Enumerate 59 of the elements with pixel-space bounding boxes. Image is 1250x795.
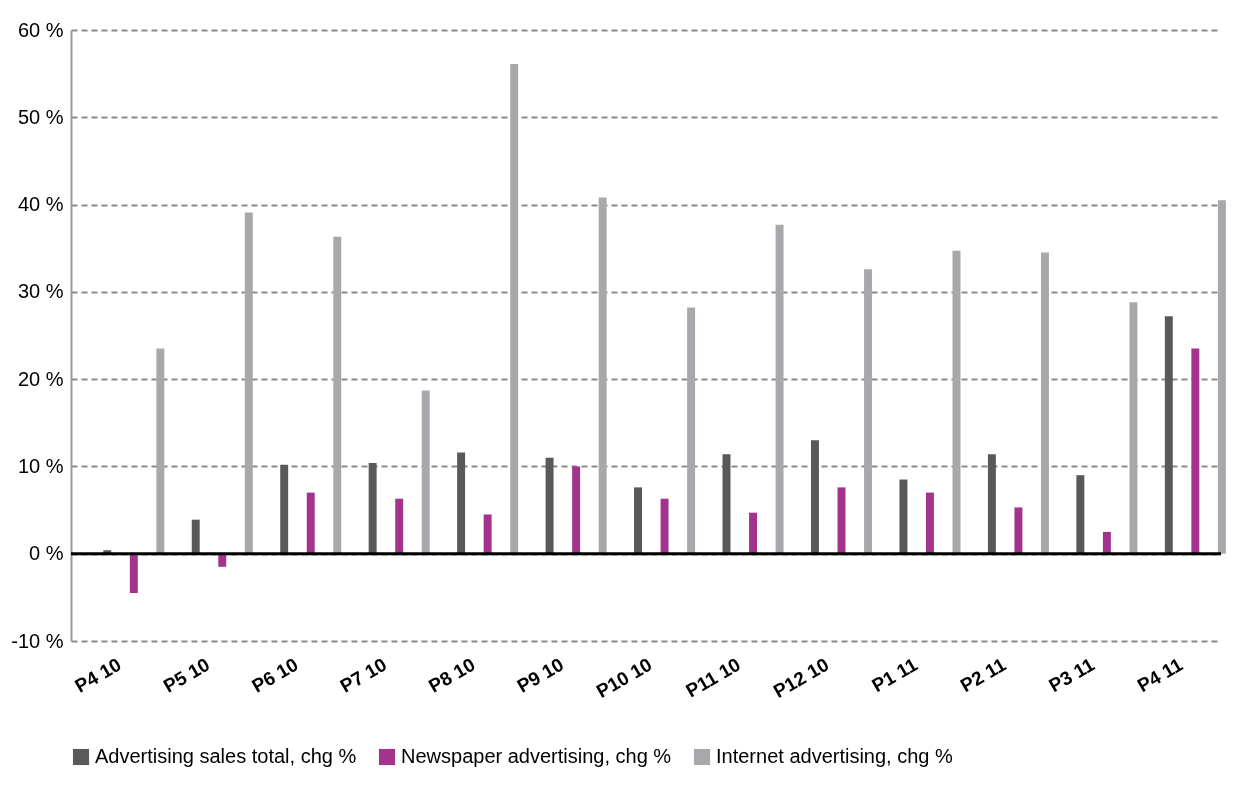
y-tick-label: 30 % bbox=[17, 280, 64, 303]
bar bbox=[483, 514, 492, 554]
x-tick-label: P4 10 bbox=[71, 653, 125, 697]
bar bbox=[634, 487, 643, 554]
bar bbox=[244, 212, 253, 554]
bar bbox=[218, 553, 227, 567]
bar bbox=[280, 464, 289, 554]
x-tick-label: P10 10 bbox=[592, 653, 656, 703]
bar bbox=[129, 553, 138, 593]
x-tick-label: P3 11 bbox=[1045, 653, 1099, 697]
bar bbox=[510, 64, 519, 554]
y-tick-label: 50 % bbox=[17, 105, 64, 128]
legend-label: Newspaper advertising, chg % bbox=[401, 745, 672, 767]
bar bbox=[1164, 316, 1173, 554]
bar bbox=[1014, 507, 1023, 554]
x-tick-label: P9 10 bbox=[513, 653, 568, 697]
bar bbox=[545, 457, 554, 554]
x-tick-label: P5 10 bbox=[159, 653, 214, 697]
bar bbox=[749, 512, 758, 554]
bar bbox=[810, 440, 819, 554]
bar bbox=[1102, 531, 1111, 554]
bar bbox=[598, 197, 607, 554]
bar bbox=[1191, 348, 1200, 554]
bar bbox=[864, 269, 873, 554]
x-tick-label: P7 10 bbox=[336, 653, 391, 697]
bar bbox=[572, 466, 581, 554]
bar bbox=[1217, 200, 1226, 554]
bar bbox=[156, 348, 165, 554]
x-tick-label: P4 11 bbox=[1133, 653, 1187, 697]
y-tick-label: 40 % bbox=[17, 193, 64, 216]
bar bbox=[775, 224, 784, 554]
x-tick-label: P12 10 bbox=[769, 653, 833, 703]
x-tick-label: P1 11 bbox=[868, 653, 922, 697]
bar bbox=[987, 454, 996, 554]
y-tick-label: 10 % bbox=[17, 454, 64, 477]
y-tick-label: -10 % bbox=[11, 629, 64, 652]
bar bbox=[1076, 475, 1085, 554]
x-tick-label: P6 10 bbox=[248, 653, 302, 697]
legend-label: Advertising sales total, chg % bbox=[95, 745, 357, 767]
x-tick-label: P8 10 bbox=[425, 653, 479, 697]
bar bbox=[1129, 302, 1138, 554]
bar bbox=[1040, 252, 1049, 554]
bar bbox=[899, 479, 908, 554]
x-tick-label: P2 11 bbox=[956, 653, 1010, 697]
y-tick-label: 60 % bbox=[17, 18, 64, 41]
bar bbox=[333, 236, 342, 554]
y-tick-label: 20 % bbox=[17, 367, 64, 390]
bar bbox=[191, 519, 200, 554]
bar bbox=[457, 452, 466, 554]
legend-label: Internet advertising, chg % bbox=[716, 745, 954, 767]
y-tick-label: 0 % bbox=[29, 542, 64, 565]
bar bbox=[368, 462, 377, 554]
bar bbox=[395, 498, 404, 554]
bar bbox=[660, 498, 669, 554]
bar bbox=[421, 390, 430, 554]
bar bbox=[306, 492, 315, 554]
bar bbox=[687, 307, 696, 554]
x-tick-label: P11 10 bbox=[682, 653, 744, 702]
bar bbox=[925, 492, 934, 554]
